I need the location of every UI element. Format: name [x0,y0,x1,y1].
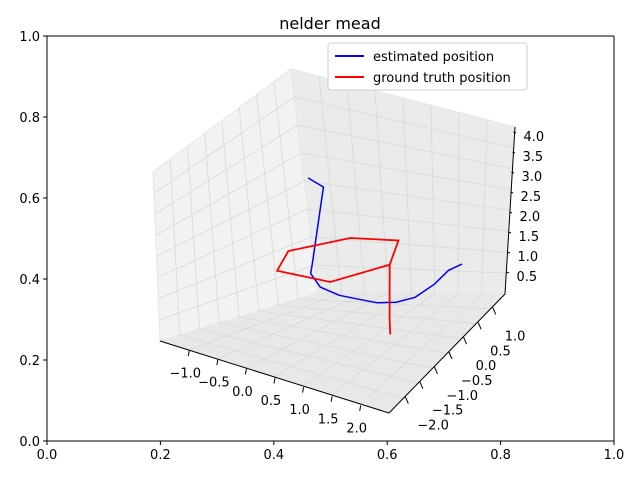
outer-ytick-label: 0.4 [19,273,40,288]
z-axis-tick-label: 2.5 [521,190,542,205]
z-axis-tick [507,251,511,254]
z-axis-tick [511,171,515,174]
outer-xtick-label: 0.6 [377,448,398,463]
x-axis-tick-label: −0.5 [198,376,230,391]
floor-grid-y [238,316,448,354]
series-layer [275,177,463,335]
x-axis-tick [216,359,219,366]
x-axis-tick-label: 1.0 [289,403,310,418]
y-axis-tick-label: −1.5 [432,404,464,419]
z-axis-tick [506,271,510,274]
y-axis-tick-label: 1.0 [505,329,526,344]
3d-axes: −1.0−0.50.00.51.01.52.0 −2.0−1.5−1.0−0.50… [159,126,545,436]
outer-xtick-label: 0.8 [490,448,511,463]
floor-grid-y [258,310,462,340]
x-axis-tick-label: 0.5 [261,394,282,409]
z-axis-tick [510,191,514,194]
floor-grid-x [331,293,459,396]
series-estimated-position [307,177,463,304]
outer-ytick-label: 0.0 [19,435,40,450]
left-grid-z [154,124,298,215]
z-axis-tick-label: 4.0 [524,130,545,145]
y-axis-tick-label: 0.0 [476,359,497,374]
z-axis-tick-label: 2.0 [520,210,541,225]
z-axis-tick [509,211,513,214]
outer-axes: 0.0 0.2 0.4 0.6 0.8 1.0 0.0 0.2 0.4 0.6 0.8 1.0 [19,30,624,463]
z-axis-tick [513,131,517,134]
legend-box [327,42,528,91]
x-axis-tick [330,396,333,402]
x-axis-tick [244,368,247,375]
y-axis-tick [419,381,424,389]
z-axis-line [504,126,516,295]
3d-panes [152,68,516,414]
back-grid-x [402,97,412,294]
back-grid-z [294,96,514,149]
z-axis-tick [508,231,512,234]
floor-grid-x [360,293,482,405]
floor-grid-y [298,298,491,310]
y-axis-tick [477,322,482,330]
z-axis-tick-label: 1.0 [518,250,539,265]
y-axis-tick-label: 0.5 [490,344,511,359]
y-axis-tick-label: −2.0 [417,419,449,434]
outer-xtick-label: 0.4 [263,448,284,463]
outer-xtick-label: 0.2 [150,448,171,463]
legend-label-ground-truth: ground truth position [373,71,511,86]
outer-ytick-label: 1.0 [19,30,40,45]
z-axis-tick-label: 3.0 [522,170,543,185]
z-axis-tick-label: 1.5 [519,230,540,245]
back-grid-x [457,112,460,294]
y-axis-tick-label: −1.0 [446,389,478,404]
y-axis-line [388,293,506,414]
x-axis-tick-label: 2.0 [346,421,367,436]
x-axis-tick-label: 0.0 [232,385,253,400]
left-grid-y [238,107,260,312]
legend-label-estimated: estimated position [373,50,494,65]
back-grid-x [430,105,436,294]
x-axis-tick [273,377,276,384]
y-axis-tick [492,307,497,315]
y-axis-tick [448,351,453,360]
x-axis-tick [359,405,362,412]
x-axis-tick-label: 1.5 [318,412,339,427]
outer-xtick-label: 0.0 [37,448,58,463]
back-grid-z [301,152,512,191]
x-axis-line [159,340,390,414]
floor-grid-x [302,293,436,387]
z-axis-tick-label: 3.5 [523,150,544,165]
x-axis-tick [187,350,190,357]
series-ground-truth-position [275,237,400,335]
y-axis-tick [433,366,438,375]
floor-grid-y [278,304,477,325]
outer-ytick-label: 0.2 [19,354,40,369]
y-axis-tick [463,336,468,345]
left-grid-y [256,94,279,306]
z-axis-tick-label: 0.5 [517,270,538,285]
y-axis-tick-label: −0.5 [461,374,493,389]
x-axis-tick-label: −1.0 [169,367,201,382]
outer-ytick-label: 0.6 [19,192,40,207]
legend: estimated position ground truth position [327,42,528,91]
x-axis-tick [302,387,305,393]
back-grid-z [297,124,513,170]
chart-title: nelder mead [279,14,380,33]
outer-xtick-label: 1.0 [604,448,625,463]
outer-ytick-label: 0.8 [19,111,40,126]
left-grid-z [155,152,302,236]
left-grid-y [273,81,299,300]
back-grid-x [481,119,488,294]
z-axis-tick [512,151,516,154]
left-grid-z [153,96,295,194]
y-axis-tick [404,396,409,404]
left-grid-z [156,180,305,257]
